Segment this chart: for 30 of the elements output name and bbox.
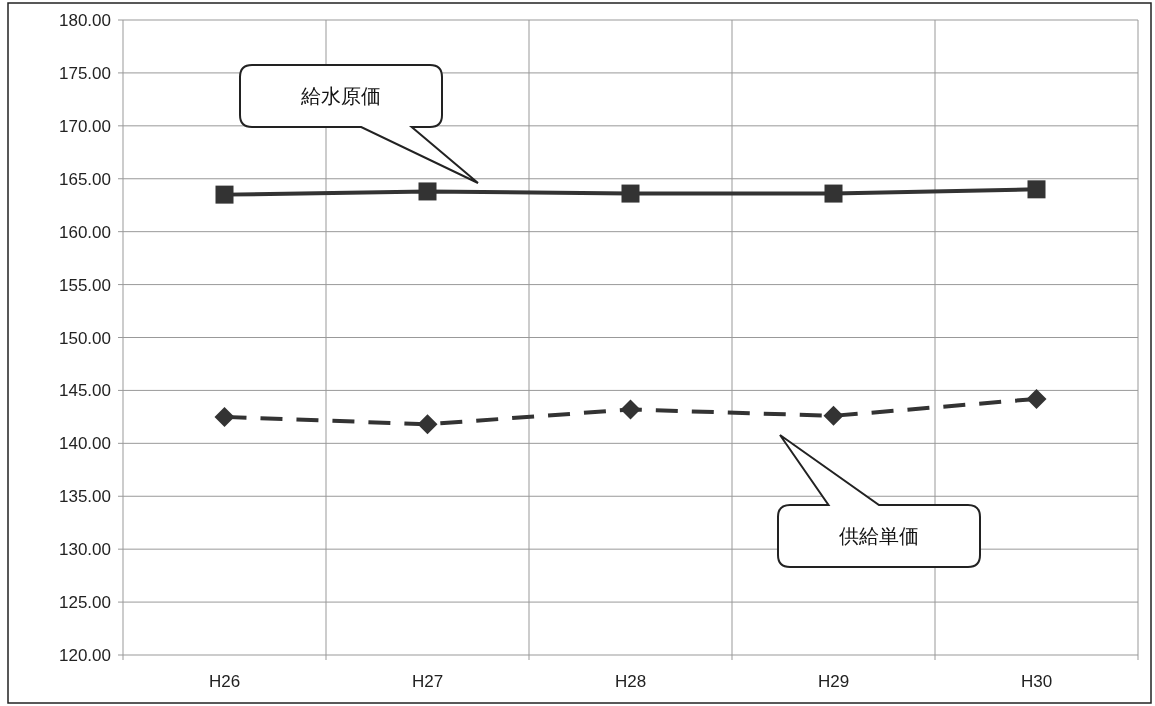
y-tick-label: 180.00 (59, 11, 111, 30)
x-tick-label: H30 (1020, 672, 1053, 691)
y-tick-label: 140.00 (59, 434, 111, 454)
point (824, 184, 843, 203)
x-tick-label: H26 (208, 672, 241, 691)
y-tick-label: 165.00 (59, 169, 111, 189)
annotation: 供給単価 (839, 525, 919, 547)
y-tick-label: 170.00 (59, 116, 111, 136)
point (418, 182, 437, 201)
point (215, 185, 234, 204)
y-tick-label: 125.00 (59, 593, 111, 613)
y-tick-label: 175.00 (59, 63, 111, 83)
y-tick-label: 135.00 (59, 487, 111, 507)
y-tick-label: 120.00 (59, 646, 111, 665)
x-tick-label: H29 (817, 672, 850, 691)
point (214, 406, 235, 427)
x-tick-label: H27 (411, 672, 444, 691)
y-tick-label: 130.00 (59, 540, 111, 560)
annotation: 給水原価 (300, 85, 381, 107)
point (417, 414, 438, 435)
point (620, 399, 641, 420)
point (1027, 180, 1046, 199)
point (823, 405, 844, 426)
y-tick-label: 160.00 (59, 222, 111, 242)
point (1026, 388, 1047, 409)
point (621, 184, 640, 203)
y-tick-label: 145.00 (59, 381, 111, 401)
y-tick-label: 150.00 (59, 328, 111, 348)
y-tick-label: 155.00 (59, 275, 111, 295)
x-tick-label: H28 (614, 672, 647, 691)
